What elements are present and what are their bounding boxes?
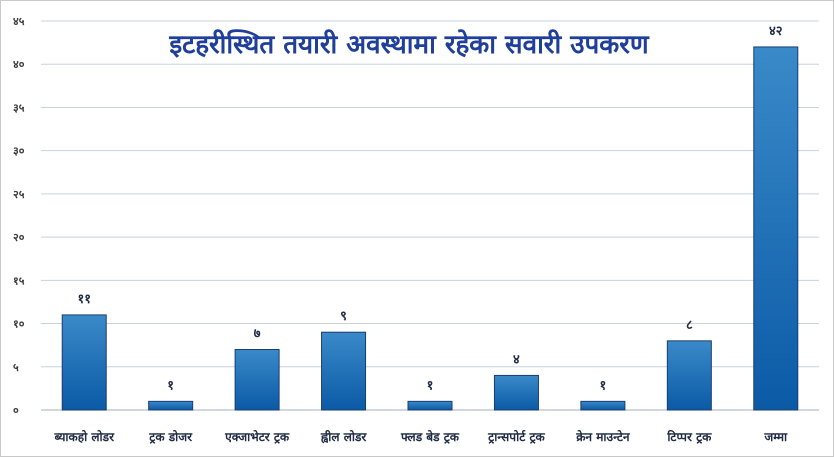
y-tick-label: ३५ [13, 101, 25, 114]
y-tick-label: ४० [13, 58, 25, 71]
y-axis-ticks: ० ५ १० १५ २० २५ ३० ३५ ४० ४५ [13, 15, 25, 417]
y-tick-label: २० [13, 231, 25, 244]
category-label: क्रेन माउन्टेन [575, 430, 631, 444]
data-label: ४२ [769, 24, 783, 39]
bar [493, 374, 539, 411]
bar [234, 348, 280, 411]
y-tick-label: ० [13, 404, 19, 417]
data-label: १ [427, 378, 434, 393]
data-label: ९ [340, 309, 347, 324]
category-label: जम्मा [763, 430, 788, 444]
bar [321, 331, 367, 411]
y-tick-label: ५ [13, 361, 19, 374]
bar [666, 340, 712, 411]
y-tick-label: ३० [13, 145, 25, 158]
y-tick-label: १५ [13, 274, 25, 287]
category-label: एक्जाभेटर ट्रक [224, 430, 290, 444]
bar [407, 400, 453, 411]
category-label: ट्रान्सपोर्ट ट्रक [487, 430, 545, 444]
data-label: ४ [513, 352, 520, 367]
category-label: टिप्पर ट्रक [666, 430, 712, 444]
data-label: ८ [686, 318, 693, 333]
category-labels: ब्याकहो लोडर ट्रक डोजर एक्जाभेटर ट्रक ह्वील… [53, 430, 788, 444]
data-label: ७ [254, 326, 261, 341]
category-label: ह्वील लोडर [320, 430, 368, 444]
bar [61, 314, 107, 411]
data-label: १ [167, 378, 174, 393]
category-label: ट्रक डोजर [148, 430, 193, 444]
data-label: ११ [77, 292, 91, 307]
chart-title: इटहरीस्थित तयारी अवस्थामा रहेका सवारी उप… [168, 29, 650, 60]
bar [580, 400, 626, 411]
y-tick-label: २५ [13, 188, 25, 201]
bar [753, 46, 799, 411]
category-label: ब्याकहो लोडर [53, 430, 115, 444]
y-tick-label: ४५ [13, 15, 25, 28]
bars [61, 46, 799, 411]
y-tick-label: १० [13, 318, 25, 331]
data-label: १ [600, 378, 607, 393]
bar [148, 400, 194, 411]
gridlines [41, 20, 819, 411]
category-label: फ्लड बेड ट्रक [400, 430, 460, 444]
